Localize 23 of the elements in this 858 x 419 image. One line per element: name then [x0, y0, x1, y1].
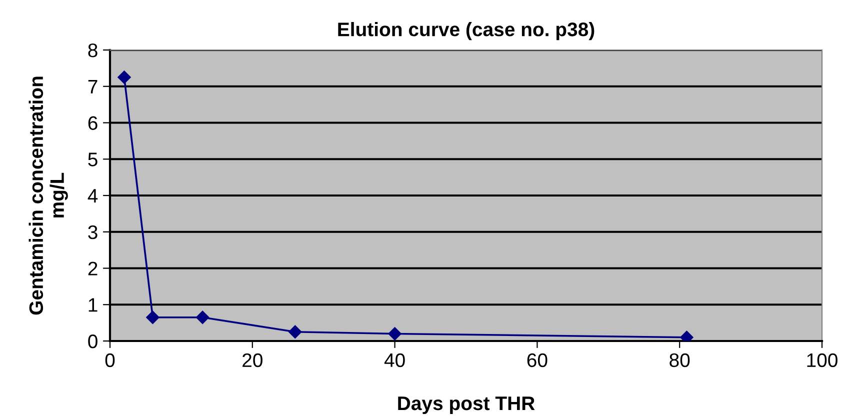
point — [118, 70, 131, 84]
x-tick-label: 20 — [242, 353, 262, 368]
y-tick-label: 4 — [88, 189, 98, 203]
y-tick-label: 2 — [88, 262, 98, 276]
x-tick-label: 100 — [807, 353, 838, 368]
point — [288, 325, 302, 338]
x-axis-title: Days post THR — [398, 396, 535, 414]
point — [388, 327, 402, 340]
y-tick-label: 7 — [88, 80, 98, 94]
chart-title: Elution curve (case no. p38) — [338, 22, 594, 40]
x-tick-label: 0 — [105, 353, 115, 368]
y-tick-label: 0 — [88, 334, 98, 348]
y-tick-label: 3 — [88, 225, 98, 240]
point — [196, 310, 210, 324]
y-tick-label: 6 — [88, 116, 98, 130]
y-tick-label: 8 — [88, 43, 98, 58]
y-axis-title: Gentamicin concentration mg/L — [28, 76, 68, 315]
y-tick-label: 5 — [88, 152, 98, 166]
point — [146, 310, 160, 324]
x-tick-label: 40 — [384, 353, 405, 368]
x-tick-label: 80 — [670, 353, 690, 368]
x-tick-label: 60 — [527, 353, 548, 368]
y-tick-label: 1 — [88, 298, 98, 312]
